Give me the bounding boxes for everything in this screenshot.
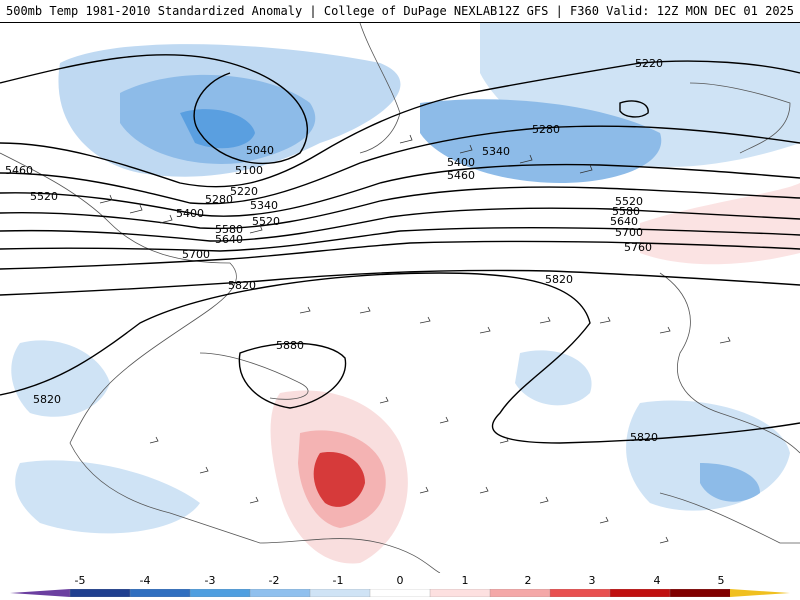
contour-label: 5100: [235, 164, 263, 177]
legend-color-segment: [549, 589, 611, 597]
contour-label: 5220: [635, 57, 663, 70]
contour-label: 5700: [615, 226, 643, 239]
legend-color-segment: [369, 589, 431, 597]
legend-tick: 3: [588, 574, 596, 587]
legend-tick: -2: [268, 574, 280, 587]
legend-color-bar: [10, 589, 790, 597]
map-title: 500mb Temp 1981-2010 Standardized Anomal…: [6, 4, 498, 18]
contour-label: 5520: [615, 195, 643, 208]
color-scale-legend: -5 -4 -3 -2 -1 0 1 2 3 4 5: [0, 573, 800, 600]
contour-label: 5640: [215, 233, 243, 246]
weather-map: 5220 5280 5340 5400 5460 5520 5580 5640 …: [0, 23, 800, 573]
contour-label: 5820: [630, 431, 658, 444]
coastlines: [0, 23, 800, 573]
legend-color-segment: [129, 589, 191, 597]
contour-label: 5700: [182, 248, 210, 261]
legend-tick: -4: [139, 574, 151, 587]
contour-label: 5520: [30, 190, 58, 203]
contour-label: 5880: [276, 339, 304, 352]
contour-label: 5280: [205, 193, 233, 206]
legend-color-segment: [249, 589, 311, 597]
contour-label: 5340: [482, 145, 510, 158]
legend-color-segment: [669, 589, 731, 597]
contour-label: 5400: [176, 207, 204, 220]
contour-label: 5640: [610, 215, 638, 228]
contour-label: 5340: [250, 199, 278, 212]
contour-label: 5820: [33, 393, 61, 406]
model-run-info: 12Z GFS | F360 Valid: 12Z MON DEC 01 202…: [497, 4, 794, 18]
legend-color-segment: [609, 589, 671, 597]
wind-barbs: [99, 134, 731, 544]
contour-label: 5220: [230, 185, 258, 198]
contour-label: 5460: [5, 164, 33, 177]
contour-labels: 5220 5280 5340 5400 5460 5520 5580 5640 …: [5, 57, 663, 444]
legend-tick: -5: [74, 574, 86, 587]
contour-label: 5820: [545, 273, 573, 286]
legend-color-segment: [429, 589, 491, 597]
legend-tick: 2: [524, 574, 532, 587]
legend-color-segment: [189, 589, 251, 597]
legend-color-segment: [489, 589, 551, 597]
legend-tick: -1: [332, 574, 344, 587]
contour-label: 5460: [447, 169, 475, 182]
header-bar: 500mb Temp 1981-2010 Standardized Anomal…: [0, 0, 800, 23]
legend-tick: 5: [717, 574, 725, 587]
legend-tick: 0: [396, 574, 404, 587]
legend-color-segment: [69, 589, 131, 597]
legend-tick: -3: [204, 574, 216, 587]
contour-label: 5580: [612, 205, 640, 218]
contour-label: 5580: [215, 223, 243, 236]
cold-anomaly-shading: [11, 23, 800, 534]
contour-label: 5040: [246, 144, 274, 157]
contour-label: 5760: [624, 241, 652, 254]
legend-color-segment: [309, 589, 371, 597]
warm-anomaly-shading: [270, 183, 800, 564]
contour-label: 5520: [252, 215, 280, 228]
contour-label: 5280: [532, 123, 560, 136]
height-contours: [0, 54, 800, 444]
legend-min-arrow: [10, 589, 70, 597]
contour-label: 5820: [228, 279, 256, 292]
contour-label: 5400: [447, 156, 475, 169]
legend-tick: 1: [461, 574, 469, 587]
legend-tick: 4: [653, 574, 661, 587]
legend-max-arrow: [730, 589, 790, 597]
